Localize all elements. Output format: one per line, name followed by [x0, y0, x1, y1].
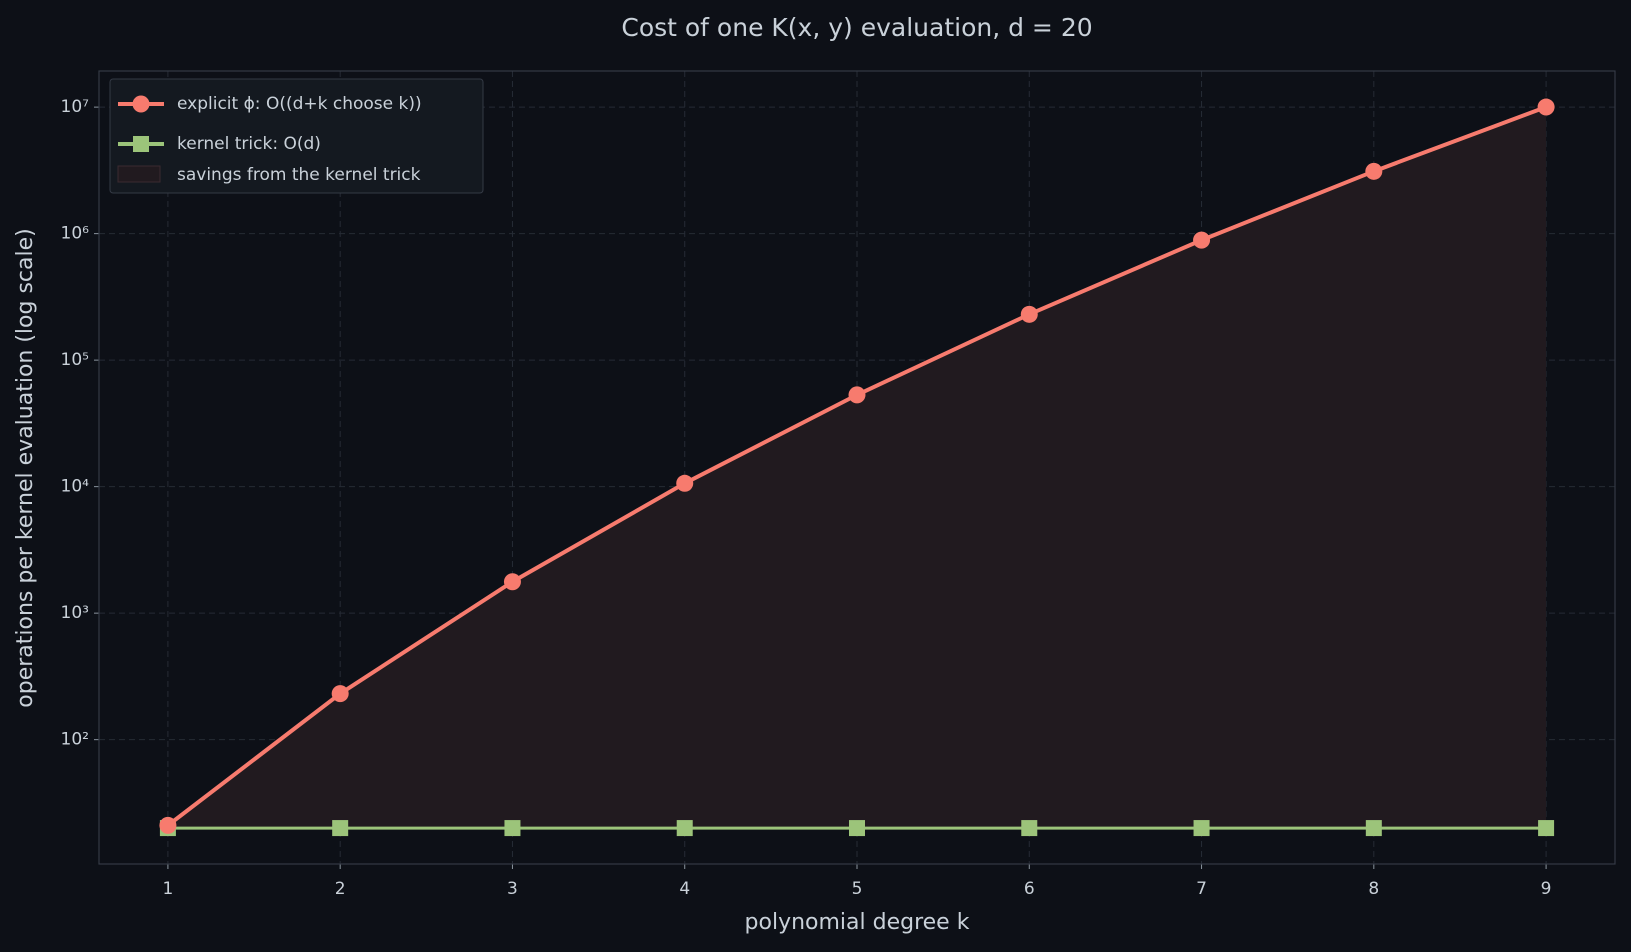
marker	[332, 820, 349, 837]
x-tick-label: 9	[1541, 879, 1552, 899]
marker	[848, 386, 866, 404]
x-tick-label: 6	[1024, 879, 1035, 899]
legend-label: explicit ϕ: O((d+k choose k))	[177, 94, 422, 114]
x-axis-label: polynomial degree k	[745, 910, 970, 935]
marker	[1021, 820, 1038, 837]
legend-label: savings from the kernel trick	[177, 165, 421, 185]
y-tick-label: 10⁴	[61, 477, 90, 497]
chart-title: Cost of one K(x, y) evaluation, d = 20	[621, 13, 1092, 42]
legend-box	[109, 78, 484, 194]
y-tick-label: 10⁷	[61, 97, 90, 117]
y-tick-label: 10⁵	[61, 350, 89, 370]
savings-area	[167, 107, 1547, 829]
marker	[503, 573, 521, 591]
marker	[1365, 820, 1382, 837]
x-tick-label: 3	[507, 879, 518, 899]
marker	[1538, 820, 1555, 837]
legend-marker	[133, 136, 149, 152]
marker	[1365, 162, 1383, 180]
y-tick-label: 10²	[61, 730, 89, 750]
x-tick-label: 8	[1368, 879, 1379, 899]
y-tick-label: 10⁶	[61, 224, 90, 244]
x-tick-label: 7	[1196, 879, 1207, 899]
marker	[159, 816, 177, 834]
x-tick-label: 2	[335, 879, 346, 899]
legend-marker	[132, 95, 150, 113]
marker	[331, 685, 349, 703]
legend-label: kernel trick: O(d)	[177, 134, 321, 154]
marker	[1537, 98, 1555, 116]
y-tick-label: 10³	[61, 603, 89, 623]
marker	[849, 820, 865, 837]
marker	[676, 474, 694, 492]
plot-frame	[98, 70, 1616, 865]
marker	[676, 820, 693, 837]
y-axis-label: operations per kernel evaluation (log sc…	[13, 228, 38, 707]
x-tick-label: 4	[679, 879, 690, 899]
marker	[1193, 231, 1211, 249]
marker	[1193, 820, 1210, 837]
legend-swatch	[117, 165, 161, 183]
x-tick-label: 5	[852, 879, 863, 899]
marker	[504, 820, 521, 837]
marker	[1020, 305, 1038, 323]
x-tick-label: 1	[162, 879, 173, 899]
